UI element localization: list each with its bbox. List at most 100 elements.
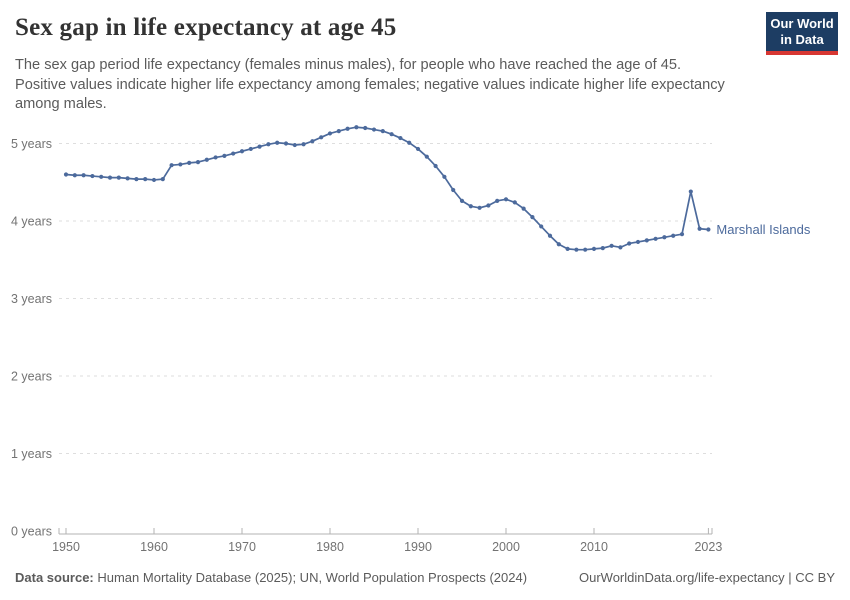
x-tick-label: 2000 (492, 540, 520, 554)
data-source-label: Data source: (15, 570, 94, 585)
subtitle-line-1: The sex gap period life expectancy (fema… (15, 57, 682, 73)
y-tick-label: 4 years (11, 215, 52, 229)
data-point[interactable] (477, 205, 482, 210)
data-point[interactable] (354, 125, 359, 130)
data-point[interactable] (371, 127, 377, 132)
data-point[interactable] (63, 172, 69, 177)
owid-citation-link[interactable]: OurWorldinData.org/life-expectancy | CC … (578, 570, 835, 585)
data-point[interactable] (72, 173, 77, 178)
data-point[interactable] (239, 149, 245, 154)
data-point[interactable] (644, 238, 649, 243)
data-point[interactable] (521, 206, 526, 211)
chart-subtitle: The sex gap period life expectancy (fema… (15, 56, 755, 115)
data-point[interactable] (495, 198, 500, 203)
data-point[interactable] (380, 129, 385, 134)
data-point[interactable] (116, 175, 121, 180)
data-point[interactable] (662, 235, 667, 240)
data-point[interactable] (275, 140, 280, 145)
chart-title: Sex gap in life expectancy at age 45 (15, 14, 397, 41)
data-point[interactable] (107, 175, 113, 180)
data-point[interactable] (530, 215, 535, 220)
owid-logo-line1: Our World (770, 16, 834, 31)
data-point[interactable] (398, 135, 403, 141)
data-point[interactable] (292, 142, 297, 148)
x-tick-label: 2010 (580, 540, 608, 554)
data-point[interactable] (187, 160, 192, 165)
data-point[interactable] (539, 224, 544, 229)
data-point[interactable] (468, 204, 473, 209)
data-point[interactable] (204, 157, 209, 162)
data-point[interactable] (222, 153, 227, 158)
data-point[interactable] (336, 129, 341, 134)
series-label[interactable]: Marshall Islands (716, 222, 810, 237)
data-point[interactable] (213, 155, 218, 160)
y-tick-label: 0 years (11, 525, 52, 539)
subtitle-line-2: Positive values indicate higher life exp… (15, 76, 725, 113)
x-tick-label: 1980 (316, 540, 344, 554)
data-point[interactable] (160, 177, 165, 182)
y-tick-label: 2 years (11, 370, 52, 384)
data-point[interactable] (591, 246, 597, 251)
data-point[interactable] (310, 139, 315, 144)
data-point[interactable] (319, 135, 324, 140)
data-point[interactable] (248, 146, 253, 152)
data-point[interactable] (600, 246, 605, 251)
data-point[interactable] (195, 160, 201, 165)
x-tick-label: 1990 (404, 540, 432, 554)
data-point[interactable] (653, 236, 658, 241)
x-tick-label: 1950 (52, 540, 80, 554)
data-point[interactable] (609, 243, 614, 248)
data-point[interactable] (706, 227, 711, 232)
data-point[interactable] (486, 203, 491, 208)
data-point[interactable] (125, 176, 130, 181)
data-point[interactable] (143, 177, 148, 182)
data-point[interactable] (679, 232, 685, 237)
data-point[interactable] (90, 173, 95, 179)
data-point[interactable] (99, 174, 104, 179)
owid-logo-line2: in Data (780, 32, 824, 47)
chart-line[interactable] (65, 126, 709, 251)
data-point[interactable] (618, 245, 623, 250)
data-point[interactable] (81, 173, 86, 178)
x-tick-label: 1960 (140, 540, 168, 554)
data-source-text: Human Mortality Database (2025); UN, Wor… (93, 570, 528, 585)
data-point[interactable] (442, 174, 447, 179)
data-source: Data source: Human Mortality Database (2… (15, 570, 527, 585)
data-point[interactable] (424, 154, 429, 159)
data-point[interactable] (151, 177, 157, 183)
data-point[interactable] (283, 141, 289, 146)
data-point[interactable] (583, 247, 588, 252)
data-point[interactable] (503, 197, 509, 202)
data-point[interactable] (451, 187, 456, 193)
data-point[interactable] (697, 226, 702, 231)
data-point[interactable] (671, 233, 676, 238)
line-chart[interactable]: 0 years 1 years 2 years 3 years 4 years 5 yea… (0, 0, 850, 560)
data-point[interactable] (565, 246, 570, 251)
data-point[interactable] (415, 146, 421, 152)
data-point[interactable] (407, 140, 412, 145)
data-point[interactable] (556, 242, 561, 247)
data-point[interactable] (257, 144, 262, 149)
data-point[interactable] (134, 177, 139, 182)
data-point[interactable] (301, 142, 306, 147)
data-point[interactable] (627, 241, 632, 246)
data-point[interactable] (433, 163, 438, 169)
data-point[interactable] (178, 162, 183, 167)
data-point[interactable] (363, 125, 368, 131)
data-point[interactable] (389, 132, 394, 137)
y-tick-label: 1 years (11, 447, 52, 461)
data-point[interactable] (266, 142, 271, 147)
data-point[interactable] (345, 126, 350, 131)
x-tick-label: 2023 (694, 540, 722, 554)
owid-logo[interactable]: Our World in Data (766, 12, 838, 55)
data-point[interactable] (574, 247, 579, 252)
data-point[interactable] (688, 189, 693, 194)
data-point[interactable] (635, 239, 641, 245)
data-point[interactable] (459, 198, 465, 203)
data-point[interactable] (512, 200, 517, 205)
data-point[interactable] (169, 163, 174, 168)
data-point[interactable] (327, 131, 333, 136)
data-point[interactable] (231, 151, 236, 156)
data-point[interactable] (547, 233, 553, 238)
